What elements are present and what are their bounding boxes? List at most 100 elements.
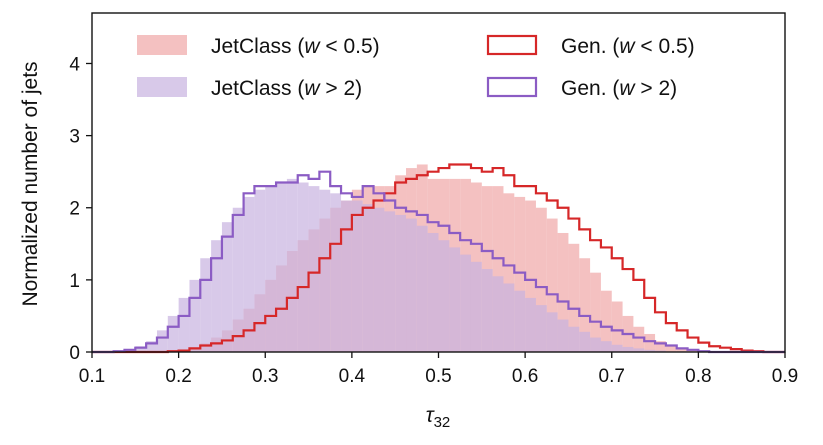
x-axis-label-subscript: 32	[434, 414, 451, 431]
bar-jetclass-high-46	[590, 337, 601, 352]
bar-jetclass-high-37	[492, 276, 504, 352]
bar-jetclass-high-30	[416, 225, 428, 352]
x-axis-label-symbol: τ	[426, 404, 435, 427]
bar-jetclass-high-15	[254, 189, 266, 352]
x-tick-label: 0.3	[252, 366, 278, 387]
bar-jetclass-high-49	[622, 346, 634, 352]
x-tick-label: 0.2	[165, 366, 191, 387]
bar-jetclass-high-29	[406, 218, 417, 352]
bar-jetclass-low-55	[687, 350, 699, 352]
bar-jetclass-high-33	[449, 247, 461, 352]
legend-label-part: Gen. (	[561, 35, 619, 58]
bar-jetclass-high-45	[579, 331, 591, 352]
bar-jetclass-high-9	[189, 279, 201, 352]
y-tick-label: 0	[69, 343, 80, 364]
bar-jetclass-low-39	[514, 196, 526, 352]
bar-jetclass-low-43	[557, 232, 569, 352]
bar-jetclass-high-52	[655, 350, 666, 352]
y-tick-label: 1	[69, 271, 80, 292]
bar-jetclass-high-7	[167, 315, 179, 352]
legend-label-part: > 2)	[320, 77, 363, 100]
bar-jetclass-high-25	[362, 204, 374, 352]
bar-jetclass-high-21	[319, 189, 331, 352]
legend-label-jetclass-high: JetClass (w > 2)	[211, 77, 362, 100]
legend-swatch-jetclass-high	[137, 77, 187, 97]
bar-jetclass-high-23	[341, 200, 352, 352]
bar-jetclass-high-41	[535, 305, 547, 352]
legend-label-jetclass-low: JetClass (w < 0.5)	[211, 35, 380, 58]
legend-label-part: < 0.5)	[635, 35, 695, 58]
legend-swatch-gen-low	[486, 34, 538, 56]
legend-label-gen-high: Gen. (w > 2)	[561, 77, 677, 100]
bar-jetclass-high-6	[156, 330, 168, 352]
histogram-steps-layer	[92, 163, 785, 354]
x-tick-label: 0.5	[425, 366, 451, 387]
bar-jetclass-high-11	[211, 240, 222, 352]
step-line-gen-high	[92, 170, 785, 354]
legend-label-part: JetClass (	[211, 77, 304, 100]
bar-jetclass-low-37	[492, 186, 504, 352]
legend-label-part: < 0.5)	[320, 35, 380, 58]
bar-jetclass-low-42	[546, 218, 558, 352]
bar-jetclass-high-18	[286, 178, 298, 352]
step-line-gen-low	[92, 163, 785, 354]
bar-jetclass-low-46	[590, 272, 601, 352]
bar-jetclass-high-50	[633, 348, 645, 352]
legend-label-variable: w	[304, 35, 321, 58]
bar-jetclass-high-43	[557, 319, 569, 352]
bar-jetclass-high-19	[297, 182, 309, 352]
histogram-bars-layer	[113, 164, 699, 352]
bar-jetclass-high-14	[243, 196, 255, 352]
bar-jetclass-high-35	[470, 261, 482, 352]
legend-swatch-jetclass-low	[137, 35, 187, 55]
y-tick-label: 2	[69, 199, 80, 220]
x-tick-label: 0.6	[512, 366, 538, 387]
bar-jetclass-high-22	[330, 193, 342, 352]
bar-jetclass-low-38	[503, 193, 515, 352]
y-tick-label: 3	[69, 127, 80, 148]
bar-jetclass-high-48	[611, 344, 623, 352]
bar-jetclass-low-50	[633, 326, 645, 352]
bar-jetclass-high-51	[644, 349, 656, 352]
bar-jetclass-high-4	[135, 346, 147, 352]
bar-jetclass-high-13	[232, 207, 244, 352]
bar-jetclass-high-47	[600, 341, 612, 352]
bar-jetclass-low-44	[568, 243, 580, 352]
bar-jetclass-high-27	[384, 211, 396, 352]
bar-jetclass-high-31	[427, 232, 439, 352]
bar-jetclass-high-44	[568, 326, 580, 352]
y-tick-label: 4	[69, 54, 80, 75]
bar-jetclass-high-32	[438, 240, 450, 352]
bar-jetclass-high-12	[221, 222, 233, 352]
legend: JetClass (w < 0.5) Gen. (w < 0.5)JetClass…	[137, 34, 695, 100]
bar-jetclass-high-26	[373, 207, 385, 352]
legend-label-variable: w	[619, 35, 636, 58]
bar-jetclass-high-8	[178, 297, 190, 352]
bar-jetclass-high-24	[351, 200, 363, 352]
x-tick-label: 0.7	[599, 366, 625, 387]
bar-jetclass-low-52	[655, 341, 666, 352]
bar-jetclass-high-40	[525, 297, 536, 352]
x-tick-label: 0.4	[339, 366, 366, 387]
bar-jetclass-low-45	[579, 258, 591, 352]
bar-jetclass-high-36	[481, 269, 493, 352]
bar-jetclass-low-48	[611, 301, 623, 352]
bar-jetclass-low-53	[665, 346, 677, 352]
axis-ticks: 0.1 0.2 0.3 0.4 0.5 0.6 0.7 0.8 0.9 0 1 2 3 4	[69, 54, 798, 387]
bar-jetclass-low-54	[676, 348, 688, 352]
y-axis-label: Normalized number of jets	[19, 61, 42, 306]
legend-label-variable: w	[619, 77, 636, 100]
bar-jetclass-high-16	[265, 186, 277, 352]
legend-label-part: > 2)	[635, 77, 678, 100]
legend-label-variable: w	[304, 77, 321, 100]
bar-jetclass-high-5	[146, 341, 157, 352]
x-tick-label: 0.1	[79, 366, 105, 387]
bar-jetclass-high-10	[200, 258, 212, 352]
x-tick-label: 0.9	[772, 366, 798, 387]
bar-jetclass-high-39	[514, 290, 526, 352]
bar-jetclass-high-17	[276, 182, 287, 352]
legend-swatch-gen-high	[486, 76, 538, 98]
bar-jetclass-low-41	[535, 207, 547, 352]
x-tick-label: 0.8	[685, 366, 711, 387]
bar-jetclass-low-51	[644, 333, 656, 352]
